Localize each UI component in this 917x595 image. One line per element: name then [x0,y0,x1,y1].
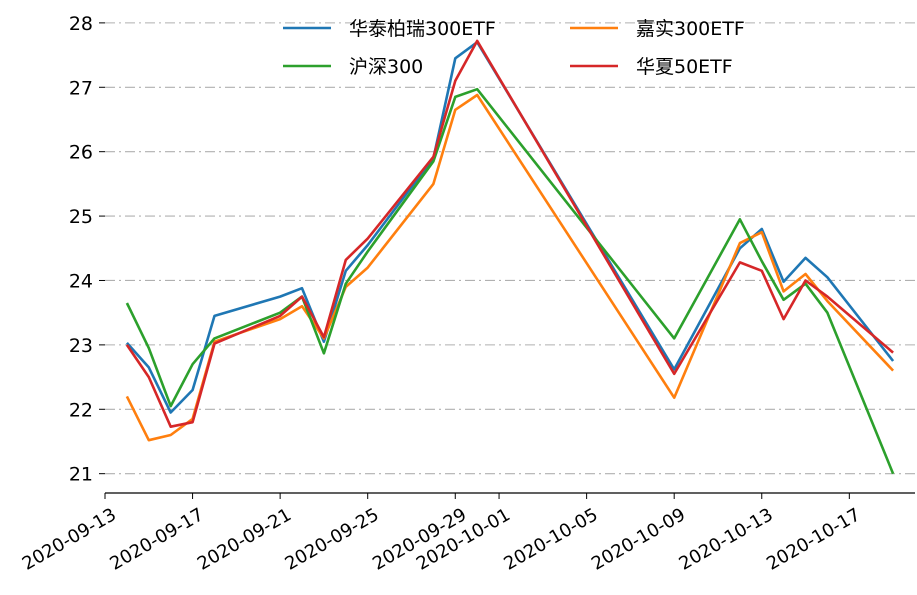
y-tick-label: 21 [69,464,93,486]
legend-label: 华泰柏瑞300ETF [349,18,496,40]
series-line-4 [125,39,894,429]
x-tick-label: 2020-10-05 [500,504,601,574]
series-line-3 [125,87,895,475]
x-tick-label: 2020-09-21 [194,504,295,574]
legend-label: 嘉实300ETF [636,18,745,40]
x-tick-label: 2020-10-17 [763,504,864,574]
y-tick-label: 22 [69,399,93,421]
y-tick-label: 25 [69,206,93,228]
series-layer [125,39,895,475]
y-tick-label: 26 [69,142,93,164]
x-tick-label: 2020-09-17 [106,504,207,574]
grid-layer [105,22,915,475]
y-tick-label: 27 [69,77,93,99]
y-tick-label: 24 [69,270,93,292]
series-line-1 [125,40,895,414]
legend-label: 沪深300 [349,56,423,78]
x-tick-label: 2020-09-13 [19,504,120,574]
x-tick-label: 2020-09-25 [282,504,383,574]
x-tick-label: 2020-10-09 [588,504,689,574]
x-tick-label: 2020-10-13 [676,504,777,574]
legend-label: 华夏50ETF [636,56,733,78]
legend: 华泰柏瑞300ETF 嘉实300ETF 沪深300 华夏50ETF [283,18,745,78]
y-tick-label: 28 [69,13,93,35]
y-tick-label: 23 [69,335,93,357]
